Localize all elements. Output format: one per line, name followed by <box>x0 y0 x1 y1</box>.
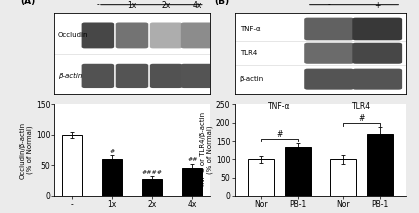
Text: β-actin: β-actin <box>240 76 264 82</box>
FancyBboxPatch shape <box>352 43 402 64</box>
Text: -: - <box>96 1 99 10</box>
Bar <box>330 159 356 196</box>
Text: β-actin: β-actin <box>57 73 82 79</box>
Text: #: # <box>358 114 365 123</box>
Text: (B): (B) <box>214 0 229 6</box>
Bar <box>62 135 82 196</box>
FancyBboxPatch shape <box>82 23 114 48</box>
Text: ##: ## <box>187 157 198 162</box>
Text: TLR4: TLR4 <box>240 50 257 56</box>
FancyBboxPatch shape <box>352 69 402 90</box>
FancyBboxPatch shape <box>116 23 148 48</box>
FancyBboxPatch shape <box>304 18 354 40</box>
FancyBboxPatch shape <box>304 43 354 64</box>
Text: 1x: 1x <box>127 1 137 10</box>
Bar <box>142 180 162 196</box>
Text: PB-1: PB-1 <box>143 0 160 1</box>
Text: 2x: 2x <box>161 1 171 10</box>
Text: 4x: 4x <box>192 1 202 10</box>
Text: Occludin: Occludin <box>57 32 88 38</box>
Bar <box>367 134 393 196</box>
Text: TNF-α: TNF-α <box>240 26 261 32</box>
Text: +: + <box>374 1 380 10</box>
Text: TNF-α: TNF-α <box>268 102 291 111</box>
FancyBboxPatch shape <box>304 69 354 90</box>
Text: TLR4: TLR4 <box>352 102 371 111</box>
FancyBboxPatch shape <box>82 64 114 88</box>
Bar <box>248 159 274 196</box>
Y-axis label: Occludin/β-actin
(% of Normal): Occludin/β-actin (% of Normal) <box>20 122 33 179</box>
Bar <box>285 147 311 196</box>
Text: #: # <box>109 149 114 154</box>
Text: PB-1: PB-1 <box>346 0 364 1</box>
Text: #: # <box>277 130 283 139</box>
Text: (A): (A) <box>21 0 36 6</box>
FancyBboxPatch shape <box>181 64 213 88</box>
Y-axis label: TNF-α or TLR4/β-actin
(% of Normal): TNF-α or TLR4/β-actin (% of Normal) <box>200 112 213 188</box>
Bar <box>102 159 122 196</box>
Bar <box>182 168 202 196</box>
FancyBboxPatch shape <box>181 23 213 48</box>
FancyBboxPatch shape <box>150 23 182 48</box>
FancyBboxPatch shape <box>150 64 182 88</box>
Text: -: - <box>328 1 331 10</box>
FancyBboxPatch shape <box>352 18 402 40</box>
Text: ####: #### <box>142 170 163 175</box>
FancyBboxPatch shape <box>116 64 148 88</box>
